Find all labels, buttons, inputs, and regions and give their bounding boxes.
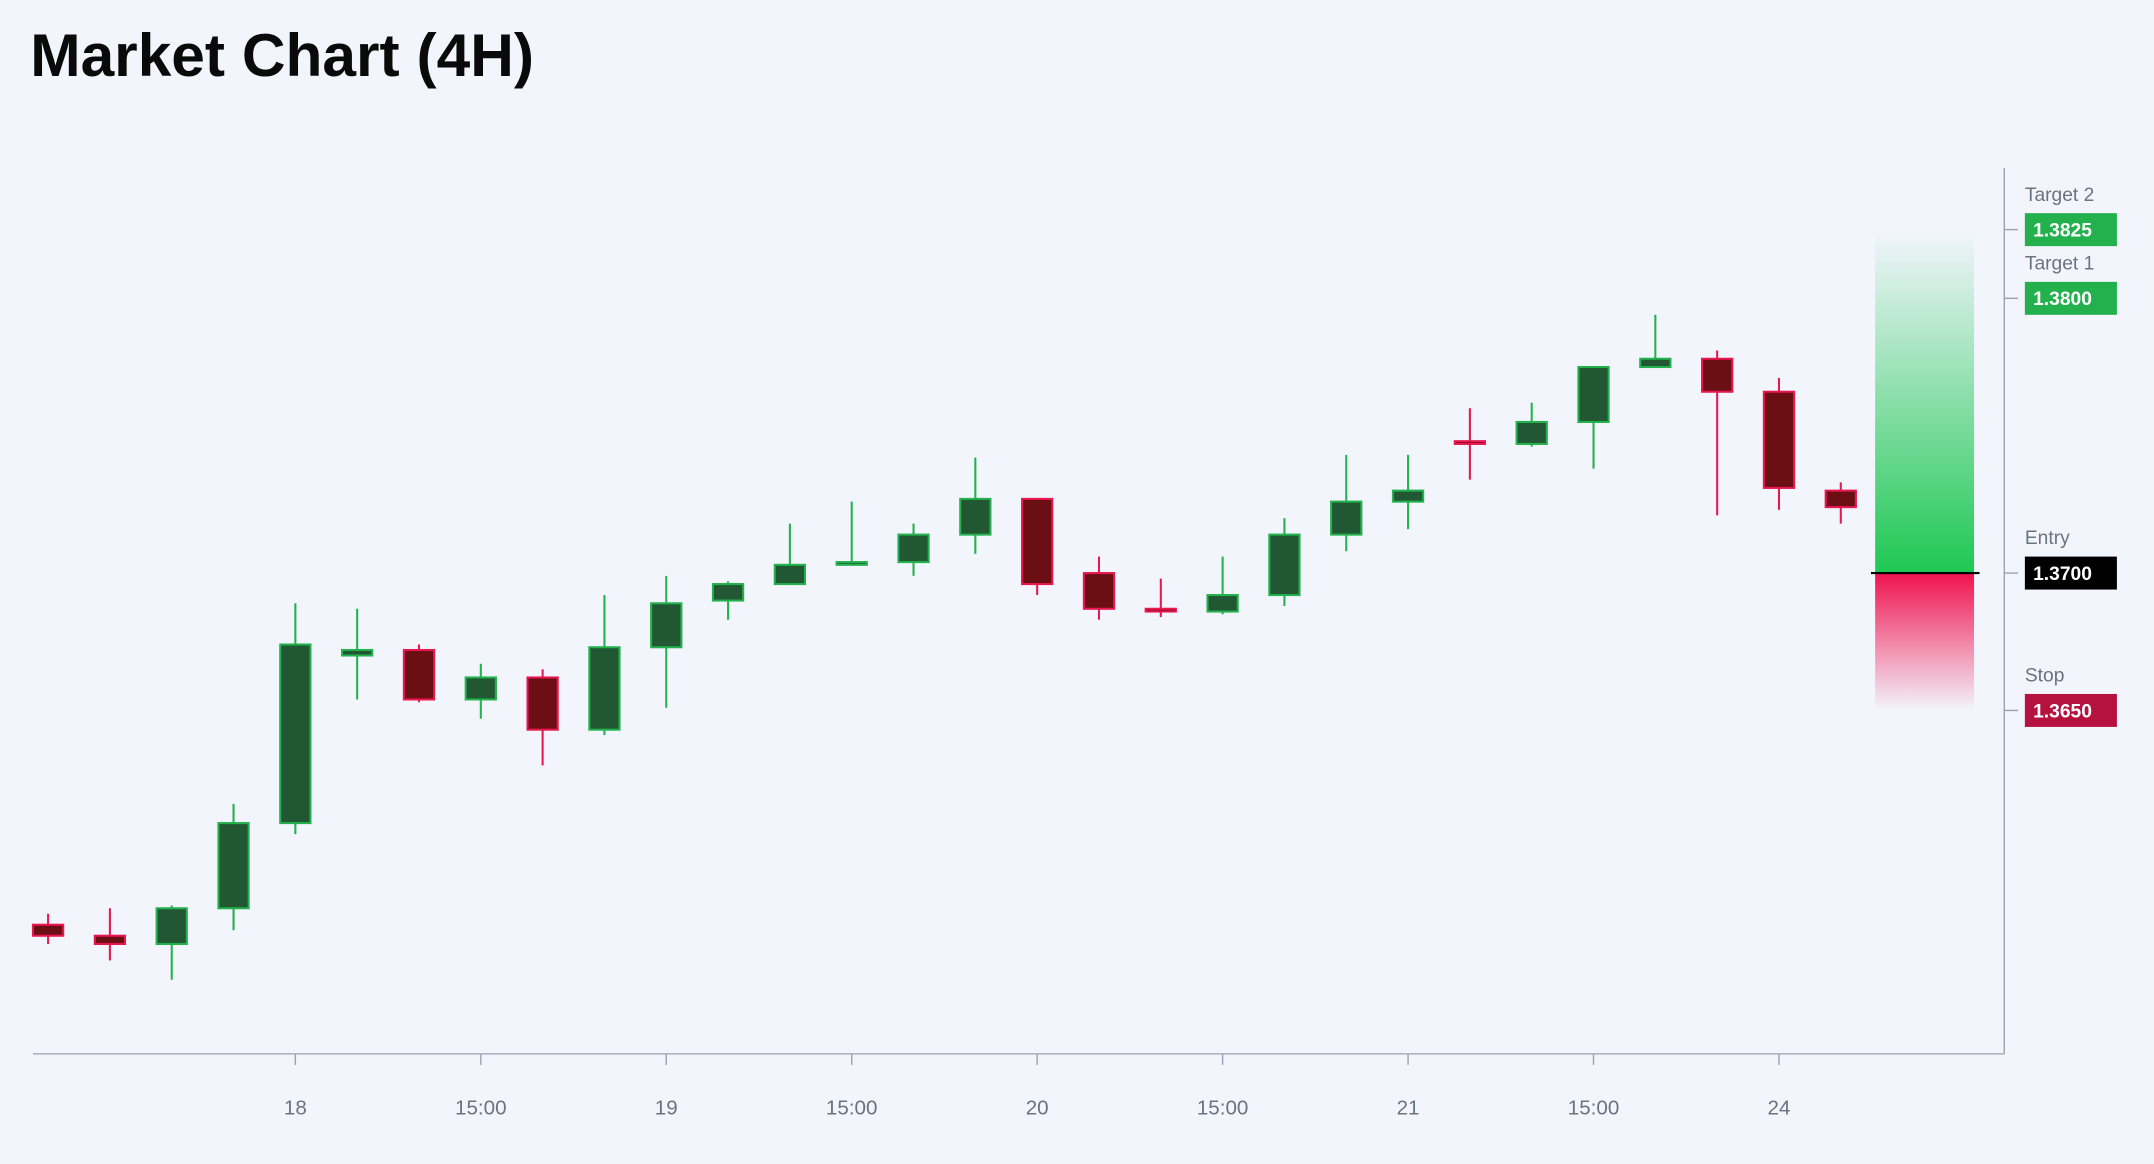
level-box — [2024, 213, 2117, 247]
level-name: Stop — [2025, 666, 2065, 687]
x-tick-label: 15:00 — [1197, 1096, 1249, 1119]
level-name: Entry — [2025, 528, 2070, 549]
level-value: 1.3650 — [2033, 701, 2092, 722]
candle-body — [1391, 489, 1425, 503]
profit-zone — [1875, 229, 1975, 574]
candle-body — [1824, 489, 1857, 509]
candle-body — [959, 497, 992, 536]
candle-body — [1021, 497, 1054, 586]
level-box — [2024, 556, 2117, 590]
candle-body — [1577, 365, 1610, 423]
level-name: Target 1 — [2025, 253, 2094, 274]
x-tick-label: 21 — [1397, 1096, 1420, 1119]
x-tick-label: 19 — [655, 1096, 678, 1119]
candle-body — [773, 563, 807, 586]
candle-body — [155, 907, 188, 946]
candle-body — [1144, 607, 1177, 613]
candle-body — [464, 676, 497, 701]
candle-body — [526, 676, 559, 731]
candle-body — [1206, 594, 1239, 613]
x-tick-label: 24 — [1768, 1096, 1791, 1119]
candle-body — [217, 822, 250, 910]
candle-body — [1330, 500, 1363, 536]
x-tick-label: 18 — [284, 1096, 307, 1119]
level-box — [2024, 281, 2117, 315]
x-tick-label: 15:00 — [455, 1096, 507, 1119]
candle-body — [31, 923, 65, 937]
candle-body — [1268, 533, 1301, 597]
candle-body — [588, 646, 621, 731]
candle-body — [341, 648, 374, 657]
candle-body — [93, 934, 127, 946]
candle-body — [1701, 357, 1734, 393]
level-box — [2024, 693, 2117, 727]
candle-body — [279, 643, 312, 825]
candle-body — [1515, 420, 1548, 445]
level-value: 1.3700 — [2033, 564, 2092, 585]
candle-body — [402, 648, 436, 701]
candle-body — [711, 583, 745, 602]
candle-body — [650, 602, 683, 649]
x-tick-label: 20 — [1026, 1096, 1049, 1119]
x-tick-label: 15:00 — [826, 1096, 878, 1119]
loss-zone — [1875, 573, 1975, 711]
chart-title: Market Chart (4H) — [30, 21, 534, 89]
candle-body — [1762, 390, 1796, 489]
x-tick-label: 15:00 — [1568, 1096, 1620, 1119]
candle-body — [1639, 357, 1672, 369]
candle-body — [897, 533, 930, 564]
candle-body — [1453, 440, 1487, 445]
level-name: Target 2 — [2025, 185, 2094, 206]
level-value: 1.3800 — [2033, 289, 2092, 310]
candle-body — [1082, 572, 1116, 610]
candle-body — [835, 561, 868, 566]
level-value: 1.3825 — [2033, 221, 2092, 242]
